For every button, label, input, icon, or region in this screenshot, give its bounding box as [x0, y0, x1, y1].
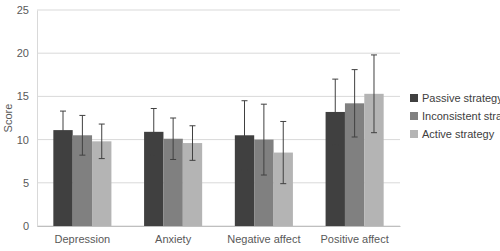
x-tick: Anxiety [155, 226, 192, 245]
y-tick: 10 [17, 134, 37, 146]
x-tick: Depression [55, 226, 111, 245]
legend: Passive strategy Inconsistent strategy Act… [410, 92, 500, 140]
plot: 0 5 10 15 20 25 Depression Anxiety Negative affe… [17, 4, 401, 245]
series [73, 70, 365, 226]
error-bar [189, 126, 195, 161]
error-bar [242, 101, 248, 170]
grid-line [37, 53, 400, 54]
x-tick-label: Positive affect [320, 233, 388, 245]
error-bar [371, 55, 377, 133]
legend-label: Passive strategy [422, 92, 500, 104]
series [92, 55, 384, 226]
error-bar [332, 79, 338, 145]
y-axis-line [37, 11, 38, 227]
y-axis: 0 5 10 15 20 25 [17, 4, 38, 232]
bars [53, 55, 383, 226]
error-bar [261, 104, 267, 175]
legend-item: Active strategy [410, 128, 495, 140]
grid [37, 10, 400, 226]
error-bar [60, 111, 66, 149]
y-tick: 15 [17, 90, 37, 102]
error-bar [99, 124, 105, 159]
error-bar [170, 118, 176, 159]
series [53, 79, 345, 226]
legend-swatch [410, 130, 418, 138]
error-bar [79, 115, 85, 155]
x-tick-label: Anxiety [155, 233, 192, 245]
x-axis: Depression Anxiety Negative affect Positive… [38, 226, 401, 245]
legend-label: Active strategy [422, 128, 495, 140]
legend-swatch [410, 94, 418, 102]
legend-item: Passive strategy [410, 92, 500, 104]
error-bar [352, 70, 358, 137]
error-bar [280, 121, 286, 183]
error-bar [151, 108, 157, 155]
y-tick-label: 25 [17, 4, 29, 16]
legend-label: Inconsistent strategy [422, 110, 500, 122]
y-tick: 5 [23, 177, 37, 189]
y-axis-title: Score [2, 104, 14, 133]
y-tick-label: 10 [17, 134, 29, 146]
y-tick: 20 [17, 47, 37, 59]
chart: 0 5 10 15 20 25 Depression Anxiety Negative affe… [0, 0, 500, 251]
x-tick-label: Depression [55, 233, 111, 245]
x-tick-label: Negative affect [227, 233, 300, 245]
y-tick-label: 15 [17, 90, 29, 102]
legend-swatch [410, 112, 418, 120]
x-tick: Positive affect [320, 226, 388, 245]
y-tick: 0 [23, 220, 37, 232]
y-tick: 25 [17, 4, 37, 16]
x-axis-line [38, 226, 401, 227]
legend-item: Inconsistent strategy [410, 110, 500, 122]
y-tick-label: 5 [23, 177, 29, 189]
grid-line [37, 96, 400, 97]
x-tick: Negative affect [227, 226, 300, 245]
grid-line [37, 10, 400, 11]
y-tick-label: 0 [23, 220, 29, 232]
y-tick-label: 20 [17, 47, 29, 59]
